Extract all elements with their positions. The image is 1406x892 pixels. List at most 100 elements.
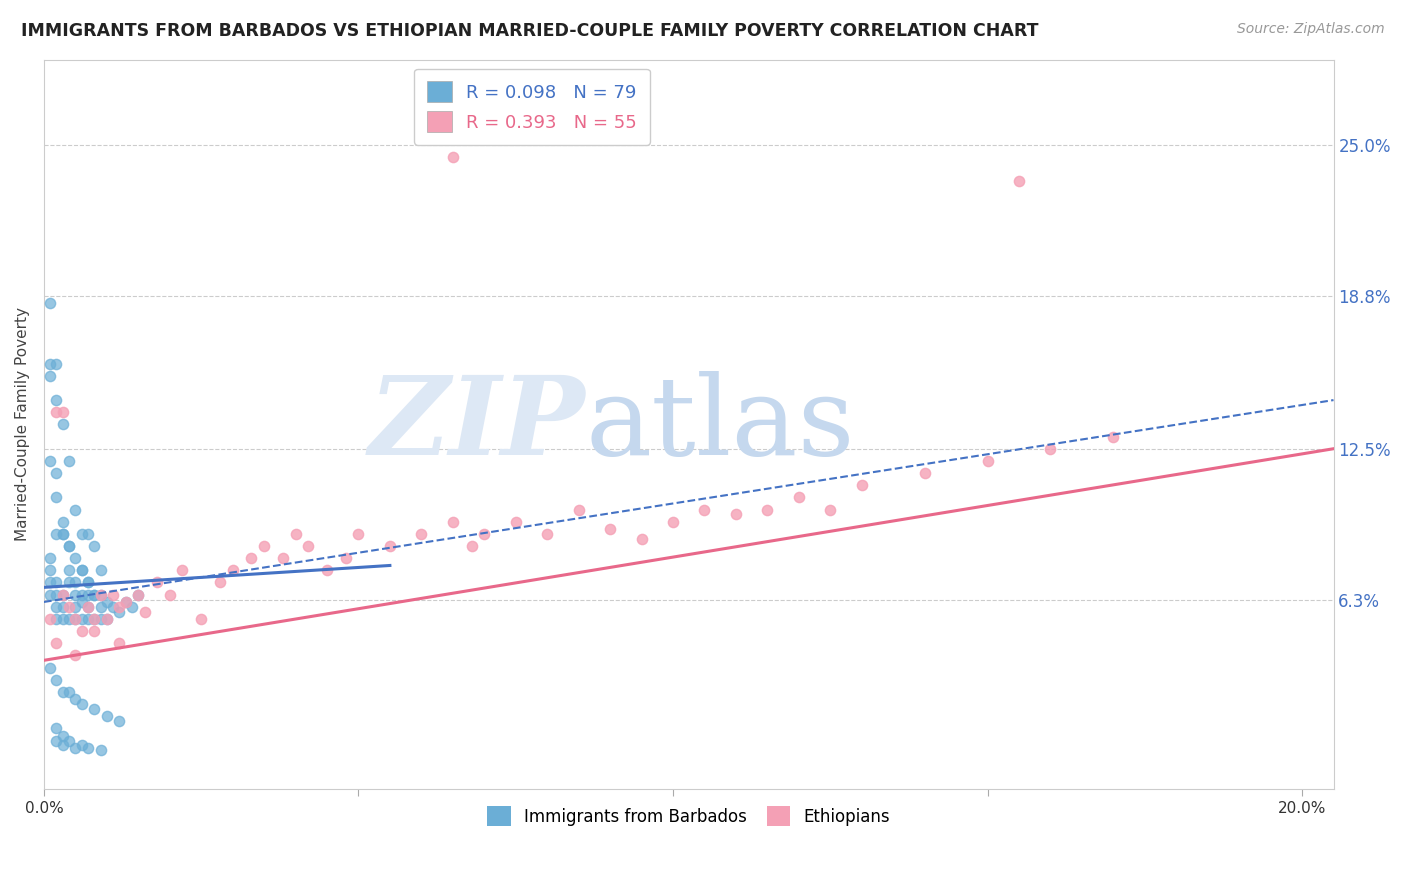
Point bbox=[411, 526, 433, 541]
Point bbox=[83, 539, 105, 553]
Point bbox=[65, 612, 87, 626]
Point bbox=[45, 575, 67, 590]
Point bbox=[39, 612, 62, 626]
Point bbox=[108, 599, 131, 614]
Point bbox=[662, 515, 685, 529]
Point bbox=[1102, 429, 1125, 443]
Point bbox=[58, 539, 80, 553]
Point bbox=[108, 714, 131, 728]
Point bbox=[65, 648, 87, 663]
Point bbox=[45, 733, 67, 747]
Point bbox=[89, 612, 111, 626]
Point bbox=[89, 599, 111, 614]
Point bbox=[39, 588, 62, 602]
Point bbox=[52, 612, 75, 626]
Point bbox=[108, 636, 131, 650]
Point bbox=[271, 551, 294, 566]
Legend: Immigrants from Barbados, Ethiopians: Immigrants from Barbados, Ethiopians bbox=[477, 797, 900, 836]
Point bbox=[101, 588, 124, 602]
Point bbox=[253, 539, 276, 553]
Point bbox=[441, 515, 464, 529]
Point bbox=[52, 729, 75, 743]
Point bbox=[89, 743, 111, 757]
Point bbox=[89, 588, 111, 602]
Point bbox=[460, 539, 482, 553]
Point bbox=[96, 709, 118, 723]
Point bbox=[472, 526, 495, 541]
Point bbox=[70, 588, 93, 602]
Point bbox=[58, 612, 80, 626]
Point bbox=[114, 595, 136, 609]
Point bbox=[568, 502, 591, 516]
Point bbox=[65, 588, 87, 602]
Point bbox=[39, 368, 62, 383]
Point bbox=[77, 526, 100, 541]
Point bbox=[114, 595, 136, 609]
Point bbox=[378, 539, 401, 553]
Point bbox=[45, 599, 67, 614]
Text: ZIP: ZIP bbox=[368, 371, 585, 478]
Point bbox=[208, 575, 231, 590]
Point bbox=[335, 551, 357, 566]
Point bbox=[70, 739, 93, 753]
Y-axis label: Married-Couple Family Poverty: Married-Couple Family Poverty bbox=[15, 308, 30, 541]
Point bbox=[108, 605, 131, 619]
Point bbox=[70, 624, 93, 639]
Point bbox=[52, 405, 75, 419]
Point bbox=[240, 551, 263, 566]
Point bbox=[347, 526, 370, 541]
Point bbox=[65, 740, 87, 755]
Point bbox=[39, 551, 62, 566]
Point bbox=[58, 563, 80, 577]
Point bbox=[58, 454, 80, 468]
Point bbox=[914, 466, 936, 480]
Point bbox=[52, 526, 75, 541]
Point bbox=[172, 563, 194, 577]
Point bbox=[39, 660, 62, 674]
Point bbox=[1039, 442, 1062, 456]
Point bbox=[70, 563, 93, 577]
Point bbox=[52, 526, 75, 541]
Point bbox=[39, 563, 62, 577]
Text: Source: ZipAtlas.com: Source: ZipAtlas.com bbox=[1237, 22, 1385, 37]
Point bbox=[52, 417, 75, 432]
Point bbox=[221, 563, 243, 577]
Point bbox=[65, 551, 87, 566]
Point bbox=[1008, 174, 1031, 188]
Text: IMMIGRANTS FROM BARBADOS VS ETHIOPIAN MARRIED-COUPLE FAMILY POVERTY CORRELATION : IMMIGRANTS FROM BARBADOS VS ETHIOPIAN MA… bbox=[21, 22, 1039, 40]
Point bbox=[159, 588, 181, 602]
Point bbox=[45, 357, 67, 371]
Point bbox=[39, 575, 62, 590]
Point bbox=[52, 588, 75, 602]
Point bbox=[77, 575, 100, 590]
Point bbox=[58, 575, 80, 590]
Point bbox=[52, 599, 75, 614]
Point bbox=[45, 491, 67, 505]
Point bbox=[45, 612, 67, 626]
Point bbox=[101, 599, 124, 614]
Point bbox=[756, 502, 779, 516]
Point bbox=[630, 532, 652, 546]
Point bbox=[70, 612, 93, 626]
Point bbox=[77, 588, 100, 602]
Point bbox=[52, 515, 75, 529]
Point bbox=[52, 739, 75, 753]
Point bbox=[65, 575, 87, 590]
Point bbox=[316, 563, 339, 577]
Point bbox=[787, 491, 810, 505]
Point bbox=[297, 539, 319, 553]
Point bbox=[83, 612, 105, 626]
Point bbox=[45, 466, 67, 480]
Point bbox=[83, 702, 105, 716]
Point bbox=[70, 697, 93, 711]
Point bbox=[127, 588, 149, 602]
Point bbox=[96, 612, 118, 626]
Point bbox=[39, 454, 62, 468]
Point bbox=[121, 599, 143, 614]
Point bbox=[127, 588, 149, 602]
Point bbox=[45, 588, 67, 602]
Point bbox=[58, 599, 80, 614]
Point bbox=[134, 605, 156, 619]
Point bbox=[65, 599, 87, 614]
Point bbox=[77, 599, 100, 614]
